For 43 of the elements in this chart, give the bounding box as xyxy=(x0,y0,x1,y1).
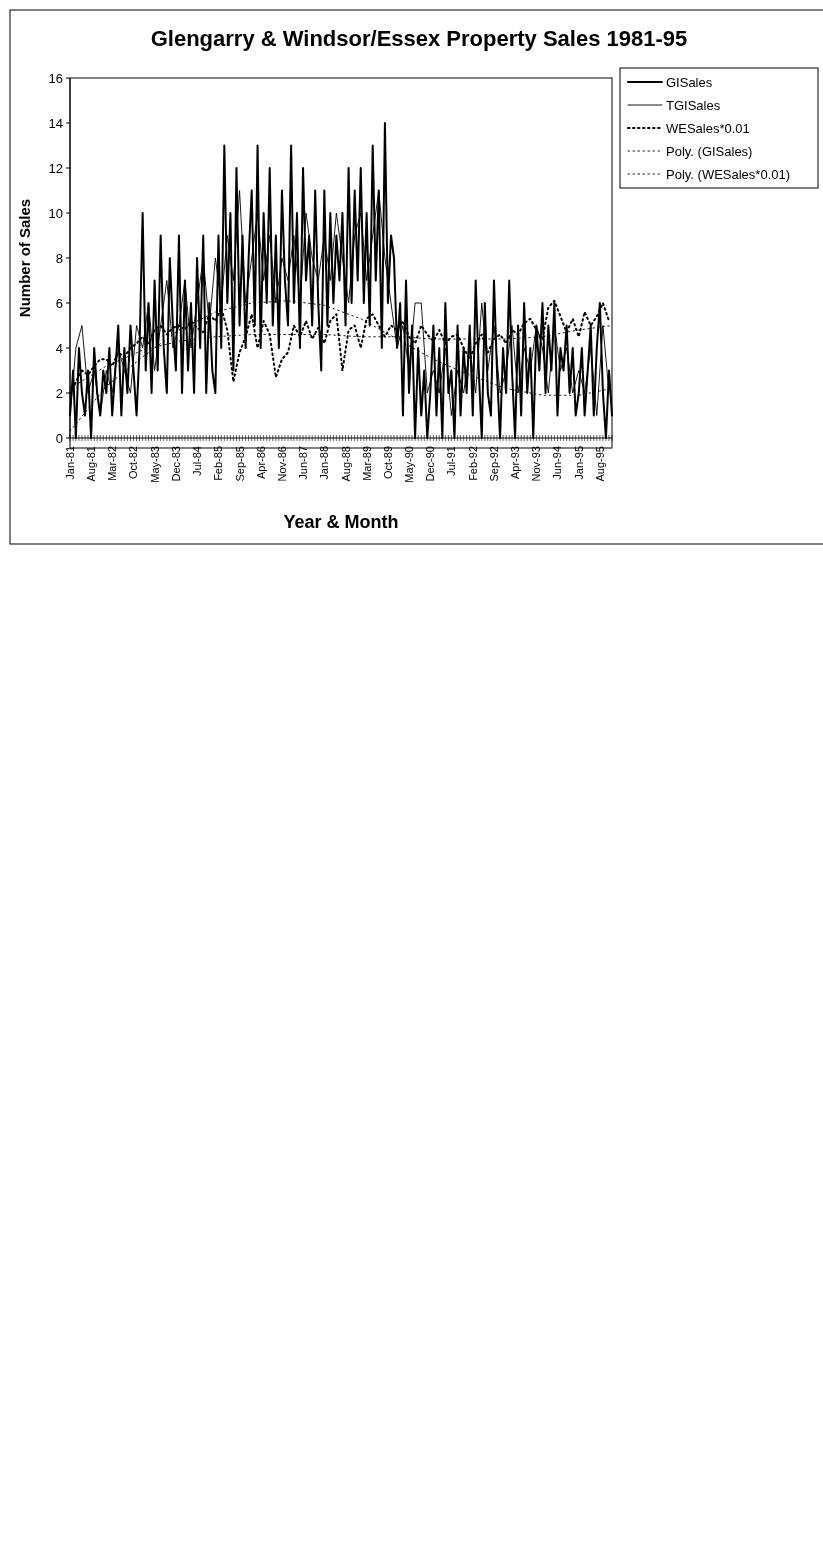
x-tick-label: Feb-85 xyxy=(212,446,225,481)
x-tick-label: Dec-83 xyxy=(169,446,182,482)
x-tick-label: Aug-81 xyxy=(85,446,98,482)
y-tick-label: 12 xyxy=(48,160,63,176)
x-tick-label: Apr-93 xyxy=(509,446,522,480)
legend-label: GISales xyxy=(666,74,713,90)
y-tick-label: 4 xyxy=(55,340,63,356)
y-tick-label: 10 xyxy=(48,205,63,221)
x-tick-label: Jan-81 xyxy=(64,446,76,480)
y-tick-label: 0 xyxy=(55,430,63,446)
x-tick-label: Apr-86 xyxy=(254,446,267,480)
x-tick-label: Jul-91 xyxy=(445,446,458,476)
chart-title: Glengarry & Windsor/Essex Property Sales 1981-95 xyxy=(150,26,688,51)
legend-label: WESales*0.01 xyxy=(666,120,750,136)
x-tick-label: Sep-92 xyxy=(487,446,500,482)
x-tick-label: Oct-82 xyxy=(127,446,140,480)
x-tick-label: Nov-93 xyxy=(530,446,543,482)
x-tick-label: Feb-92 xyxy=(466,446,479,481)
y-tick-label: 2 xyxy=(55,385,63,401)
x-axis-title: Year & Month xyxy=(283,512,399,532)
x-tick-label: Jan-95 xyxy=(572,446,585,480)
legend-label: TGISales xyxy=(666,97,721,113)
x-tick-label: Jul-84 xyxy=(191,446,204,476)
x-tick-label: May-90 xyxy=(403,446,416,483)
y-tick-label: 6 xyxy=(55,295,63,311)
x-tick-label: Jun-87 xyxy=(297,446,310,480)
x-tick-label: Jan-88 xyxy=(318,446,331,480)
legend-label: Poly. (GISales) xyxy=(666,143,753,159)
x-tick-label: Aug-88 xyxy=(339,446,352,482)
y-axis-title: Number of Sales xyxy=(16,198,33,318)
y-tick-label: 8 xyxy=(55,250,63,266)
x-tick-label: Sep-85 xyxy=(233,446,246,482)
x-tick-label: Mar-82 xyxy=(106,446,119,481)
x-tick-label: Dec-90 xyxy=(424,446,437,482)
x-tick-label: Nov-86 xyxy=(275,446,288,482)
y-tick-label: 14 xyxy=(48,115,63,131)
x-tick-label: Jun-94 xyxy=(551,446,564,480)
x-tick-label: May-83 xyxy=(148,446,161,483)
x-tick-label: Mar-89 xyxy=(360,446,373,481)
y-tick-label: 16 xyxy=(48,70,63,86)
x-tick-label: Aug-95 xyxy=(593,446,606,482)
legend-label: Poly. (WESales*0.01) xyxy=(666,166,791,182)
x-tick-label: Oct-89 xyxy=(381,446,394,480)
